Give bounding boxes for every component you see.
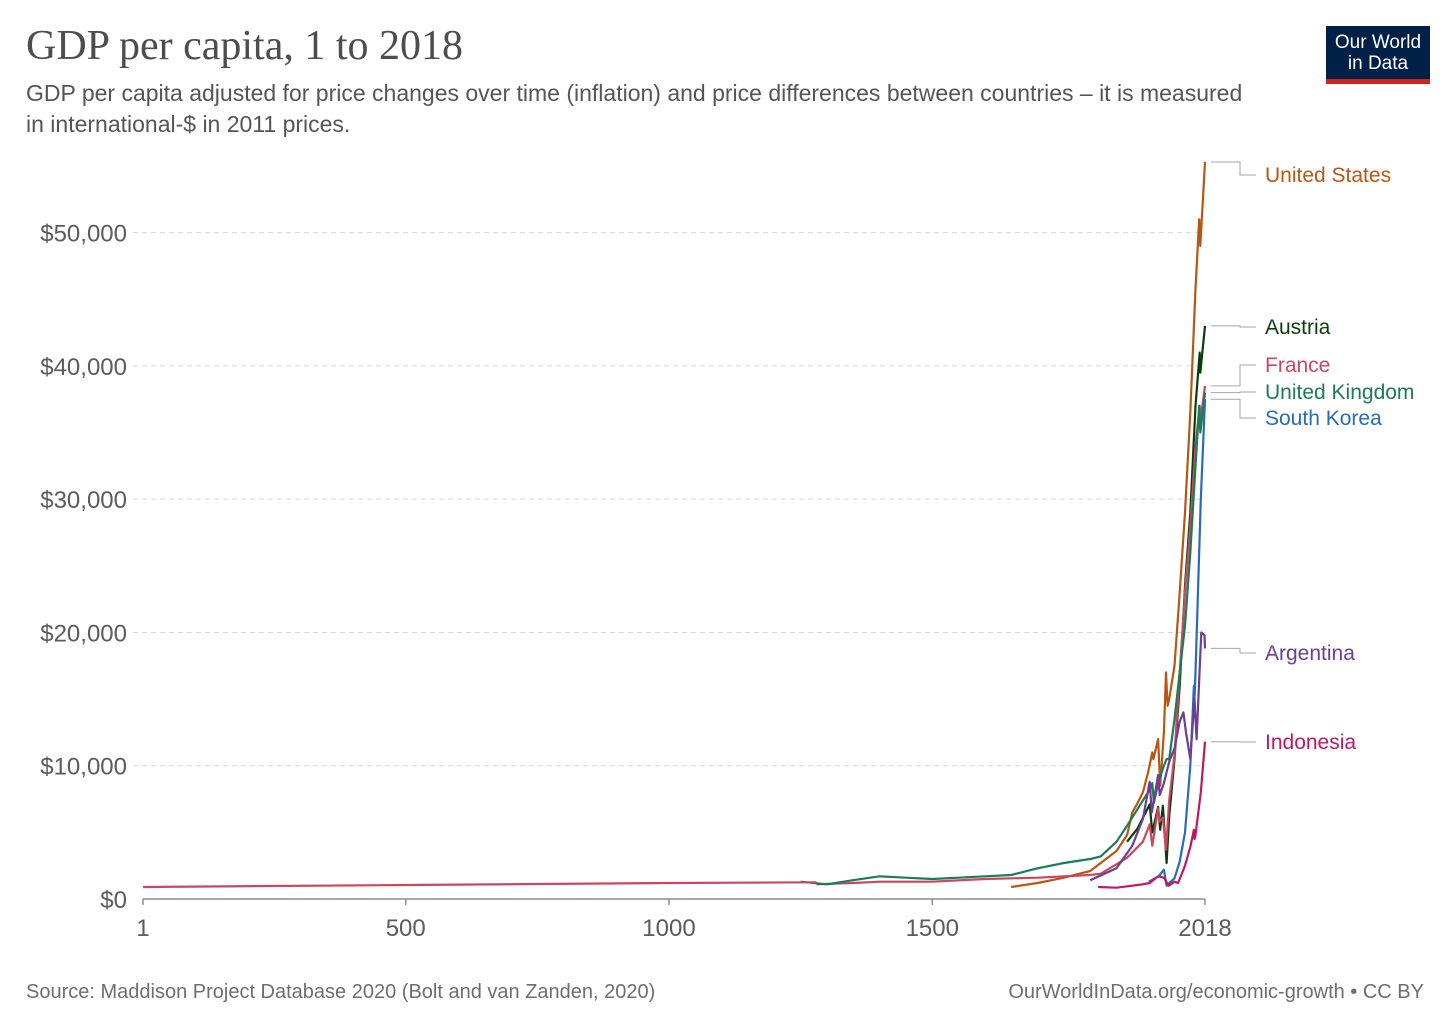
series-label-france: France bbox=[1265, 354, 1330, 377]
series-label-united-states: United States bbox=[1265, 164, 1391, 187]
label-connector-united-states bbox=[1211, 161, 1256, 176]
logo-line2: in Data bbox=[1347, 53, 1409, 74]
logo-accent-bar bbox=[1326, 79, 1430, 84]
x-axis: 1 500 1000 1500 2018 bbox=[136, 898, 1232, 942]
x-tick-label: 1 bbox=[136, 915, 149, 942]
owid-logo[interactable]: Our World in Data bbox=[1326, 26, 1430, 84]
y-tick-label: $10,000 bbox=[40, 754, 127, 781]
series-label-argentina: Argentina bbox=[1265, 642, 1355, 665]
source-note: Source: Maddison Project Database 2020 (… bbox=[26, 981, 656, 1003]
series-line-south-korea bbox=[1148, 399, 1207, 887]
series-label-south-korea: South Korea bbox=[1265, 407, 1382, 430]
x-tick-label: 1000 bbox=[642, 915, 695, 942]
x-tick-label: 500 bbox=[386, 915, 426, 942]
source-link[interactable]: OurWorldInData.org/economic-growth • CC … bbox=[1008, 981, 1424, 1003]
series-line-united-kingdom bbox=[800, 392, 1207, 886]
series-label-indonesia: Indonesia bbox=[1265, 731, 1356, 754]
series-line-indonesia bbox=[1098, 741, 1207, 889]
label-connector-austria bbox=[1211, 325, 1256, 328]
series-line-united-states bbox=[1011, 161, 1207, 889]
series-label-united-kingdom: United Kingdom bbox=[1265, 381, 1414, 404]
grid-lines bbox=[133, 232, 1205, 767]
label-connector-argentina bbox=[1211, 647, 1256, 654]
series-labels: United States Austria France United Kingdom… bbox=[1211, 161, 1414, 754]
series-lines bbox=[142, 161, 1207, 889]
y-tick-label: $40,000 bbox=[40, 354, 127, 381]
series-label-austria: Austria bbox=[1265, 316, 1331, 339]
chart-title: GDP per capita, 1 to 2018 bbox=[26, 23, 464, 69]
x-tick-label: 1500 bbox=[906, 915, 959, 942]
series-line-france bbox=[816, 385, 1207, 886]
y-tick-label: $50,000 bbox=[40, 221, 127, 248]
y-axis-ticks: $0 $10,000 $20,000 $30,000 $40,000 $50,000 bbox=[40, 221, 127, 914]
series-line-austria bbox=[1126, 325, 1207, 865]
series-line-argentina bbox=[1089, 631, 1207, 882]
label-connector-france bbox=[1211, 364, 1256, 387]
y-tick-label: $30,000 bbox=[40, 487, 127, 514]
logo-line1: Our World bbox=[1334, 32, 1422, 53]
series-line-early-history bbox=[142, 881, 817, 889]
x-tick-label: 2018 bbox=[1178, 915, 1231, 942]
y-tick-label: $20,000 bbox=[40, 620, 127, 647]
y-tick-label: $0 bbox=[100, 887, 127, 914]
chart-subtitle: GDP per capita adjusted for price change… bbox=[26, 80, 1243, 137]
label-connector-south-korea bbox=[1211, 398, 1256, 419]
label-connector-united-kingdom bbox=[1211, 391, 1256, 394]
